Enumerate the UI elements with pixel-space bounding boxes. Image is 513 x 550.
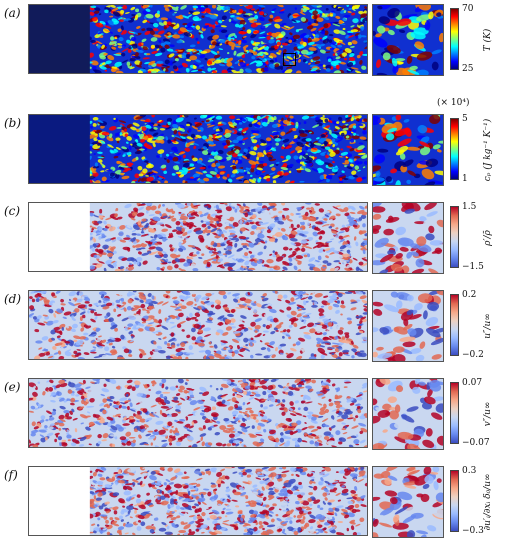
colorbar-max: 0.07 — [462, 378, 483, 388]
colorbar — [450, 118, 459, 180]
colorbar — [450, 8, 459, 70]
zoom-field — [372, 4, 444, 76]
panel-label: (f) — [4, 468, 18, 482]
panel-row-f: (f) 0.3 −0.3 ∂u′ᵢ/∂xᵢ δ₀/u∞ — [0, 466, 513, 548]
colorbar — [450, 206, 459, 268]
colorbar-scale: (× 10⁴) — [437, 98, 470, 108]
inset-box — [283, 53, 296, 66]
zoom-field — [372, 114, 444, 186]
panel-label: (b) — [4, 116, 22, 130]
zoom-field — [372, 378, 444, 450]
colorbar-max: 5 — [462, 114, 468, 124]
panel-row-c: (c) 1.5 −1.5 ρ′/ρ̄ — [0, 202, 513, 284]
colorbar-min: 1 — [462, 174, 468, 184]
panel-label: (e) — [4, 380, 21, 394]
panel-row-a: (a) 70 25 T (K) — [0, 4, 513, 86]
colorbar-title: u″/u∞ — [483, 313, 493, 339]
panel-label: (a) — [4, 6, 21, 20]
colorbar-title: v″/u∞ — [483, 401, 493, 427]
colorbar-min: −0.07 — [462, 438, 490, 448]
colorbar-title: ρ′/ρ̄ — [483, 230, 493, 246]
main-field — [28, 378, 368, 448]
main-field — [28, 290, 368, 360]
colorbar-title: T (K) — [483, 28, 493, 52]
colorbar-title: cₚ (J kg⁻¹ K⁻¹) — [483, 118, 493, 182]
colorbar-min: 25 — [462, 64, 474, 74]
colorbar — [450, 470, 459, 532]
panel-label: (d) — [4, 292, 22, 306]
panel-row-e: (e) 0.07 −0.07 v″/u∞ — [0, 378, 513, 460]
panel-label: (c) — [4, 204, 21, 218]
colorbar-max: 1.5 — [462, 202, 477, 212]
main-field — [28, 114, 368, 184]
colorbar — [450, 294, 459, 356]
colorbar-min: −0.2 — [462, 350, 484, 360]
colorbar-min: −0.3 — [462, 526, 484, 536]
main-field — [28, 466, 368, 536]
zoom-field — [372, 466, 444, 538]
zoom-field — [372, 202, 444, 274]
colorbar-max: 70 — [462, 4, 474, 14]
panel-row-b: (b) (× 10⁴) 5 1 cₚ (J kg⁻¹ K⁻¹) — [0, 98, 513, 196]
main-field — [28, 202, 368, 272]
panel-row-d: (d) 0.2 −0.2 u″/u∞ — [0, 290, 513, 372]
zoom-field — [372, 290, 444, 362]
colorbar-max: 0.2 — [462, 290, 477, 300]
colorbar-max: 0.3 — [462, 466, 477, 476]
colorbar — [450, 382, 459, 444]
main-field — [28, 4, 368, 74]
colorbar-title: ∂u′ᵢ/∂xᵢ δ₀/u∞ — [483, 473, 493, 531]
colorbar-min: −1.5 — [462, 262, 484, 272]
